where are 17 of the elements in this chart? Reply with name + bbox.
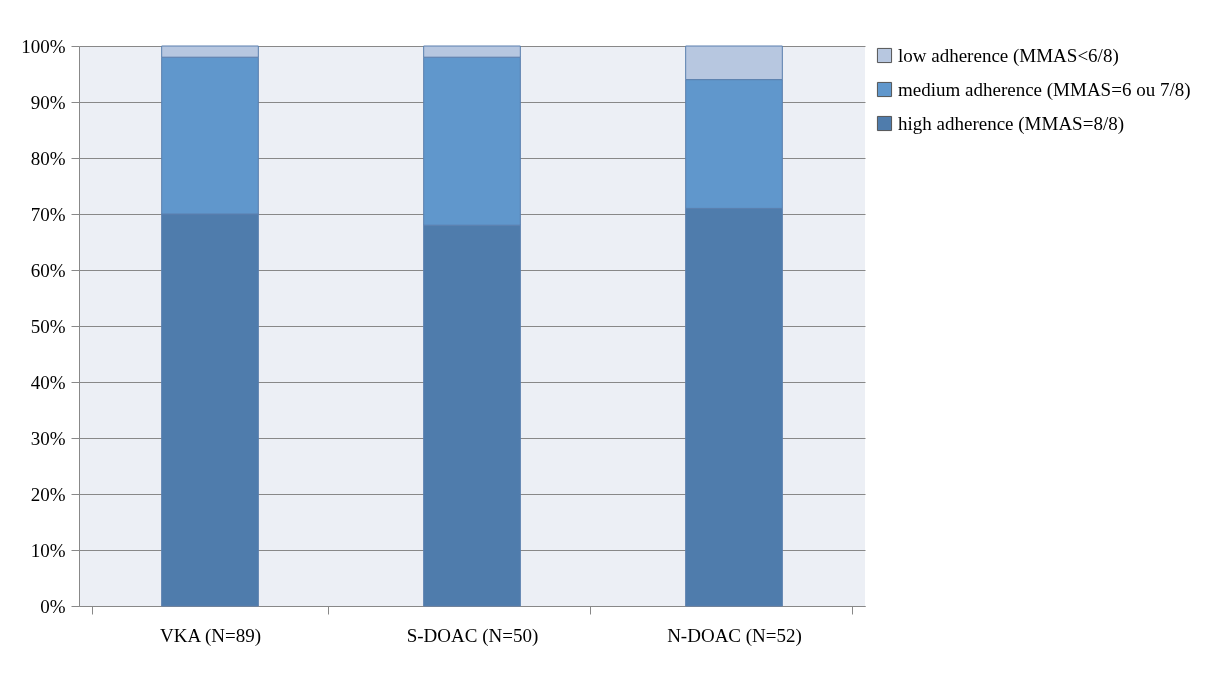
y-tick-label: 20% [30, 483, 66, 505]
y-tick-label: 40% [30, 371, 66, 393]
y-tick-label: 70% [30, 203, 66, 225]
legend-label: high adherence (MMAS=8/8) [898, 112, 1124, 135]
legend-label: medium adherence (MMAS=6 ou 7/8) [898, 78, 1191, 101]
y-tick-label: 90% [30, 91, 66, 113]
legend-label: low adherence (MMAS<6/8) [898, 44, 1119, 67]
y-tick-label: 60% [30, 259, 66, 281]
y-tick-label: 30% [30, 427, 66, 449]
y-tick-label: 100% [21, 35, 66, 57]
x-tick-label: VKA (N=89) [160, 624, 261, 647]
x-tick-label: N-DOAC (N=52) [667, 624, 802, 647]
y-tick-label: 80% [30, 147, 66, 169]
y-tick-label: 50% [30, 315, 66, 337]
x-tick-label: S-DOAC (N=50) [406, 624, 539, 647]
y-tick-label: 0% [40, 595, 66, 617]
y-tick-label: 10% [30, 539, 66, 561]
